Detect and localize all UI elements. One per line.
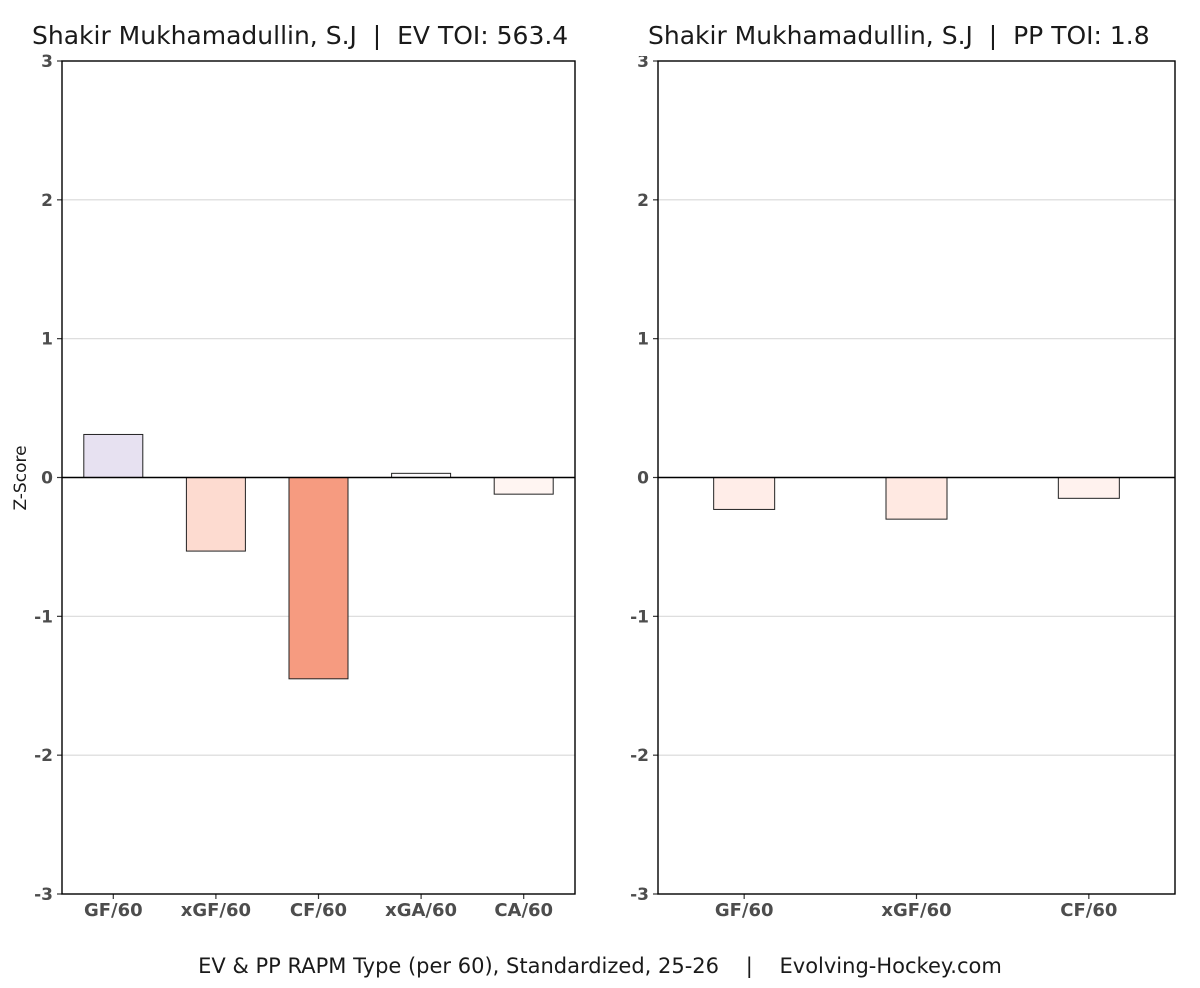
y-tick-label: -2 [34,746,53,766]
bar-cf-60 [1057,477,1120,499]
y-tick-label: 0 [637,469,649,489]
x-tick-label: xGA/60 [385,900,457,921]
y-tick-label: -2 [630,746,649,766]
y-tick-label: -3 [630,885,649,905]
bar-ca-60 [493,477,554,495]
y-tick-label: 0 [41,469,53,489]
plot-frame [657,60,1176,895]
bar-gf-60 [83,433,144,479]
y-tick-label: 3 [637,52,649,72]
figure-caption: EV & PP RAPM Type (per 60), Standardized… [198,954,1002,979]
x-tick-label: CA/60 [494,900,553,921]
x-tick-label: GF/60 [84,900,143,921]
y-tick-label: -1 [630,607,649,627]
ev-panel: Shakir Mukhamadullin, S.J | EV TOI: 563.… [11,21,576,921]
y-tick-label: -1 [34,607,53,627]
bar-xgf-60 [185,477,246,552]
pp-panel-title: Shakir Mukhamadullin, S.J | PP TOI: 1.8 [648,21,1150,50]
ev-panel-title: Shakir Mukhamadullin, S.J | EV TOI: 563.… [32,21,568,50]
x-tick-label: CF/60 [290,900,347,921]
title-separator-gap [600,18,648,56]
pp-panel: Shakir Mukhamadullin, S.J | PP TOI: 1.8 … [630,21,1176,921]
y-tick-label: 1 [637,330,649,350]
x-tick-label: GF/60 [715,900,774,921]
x-tick-label: xGF/60 [181,900,251,921]
y-tick-label: 2 [41,191,53,211]
y-tick-label: -3 [34,885,53,905]
y-tick-label: 2 [637,191,649,211]
y-tick-label: 3 [41,52,53,72]
y-axis-label: Z-Score [11,445,31,510]
x-tick-label: CF/60 [1060,900,1117,921]
plot-frame [61,60,576,895]
bar-gf-60 [713,477,776,510]
x-tick-label: xGF/60 [881,900,951,921]
y-tick-label: 1 [41,330,53,350]
bar-xgf-60 [885,477,948,520]
bar-cf-60 [288,477,349,680]
